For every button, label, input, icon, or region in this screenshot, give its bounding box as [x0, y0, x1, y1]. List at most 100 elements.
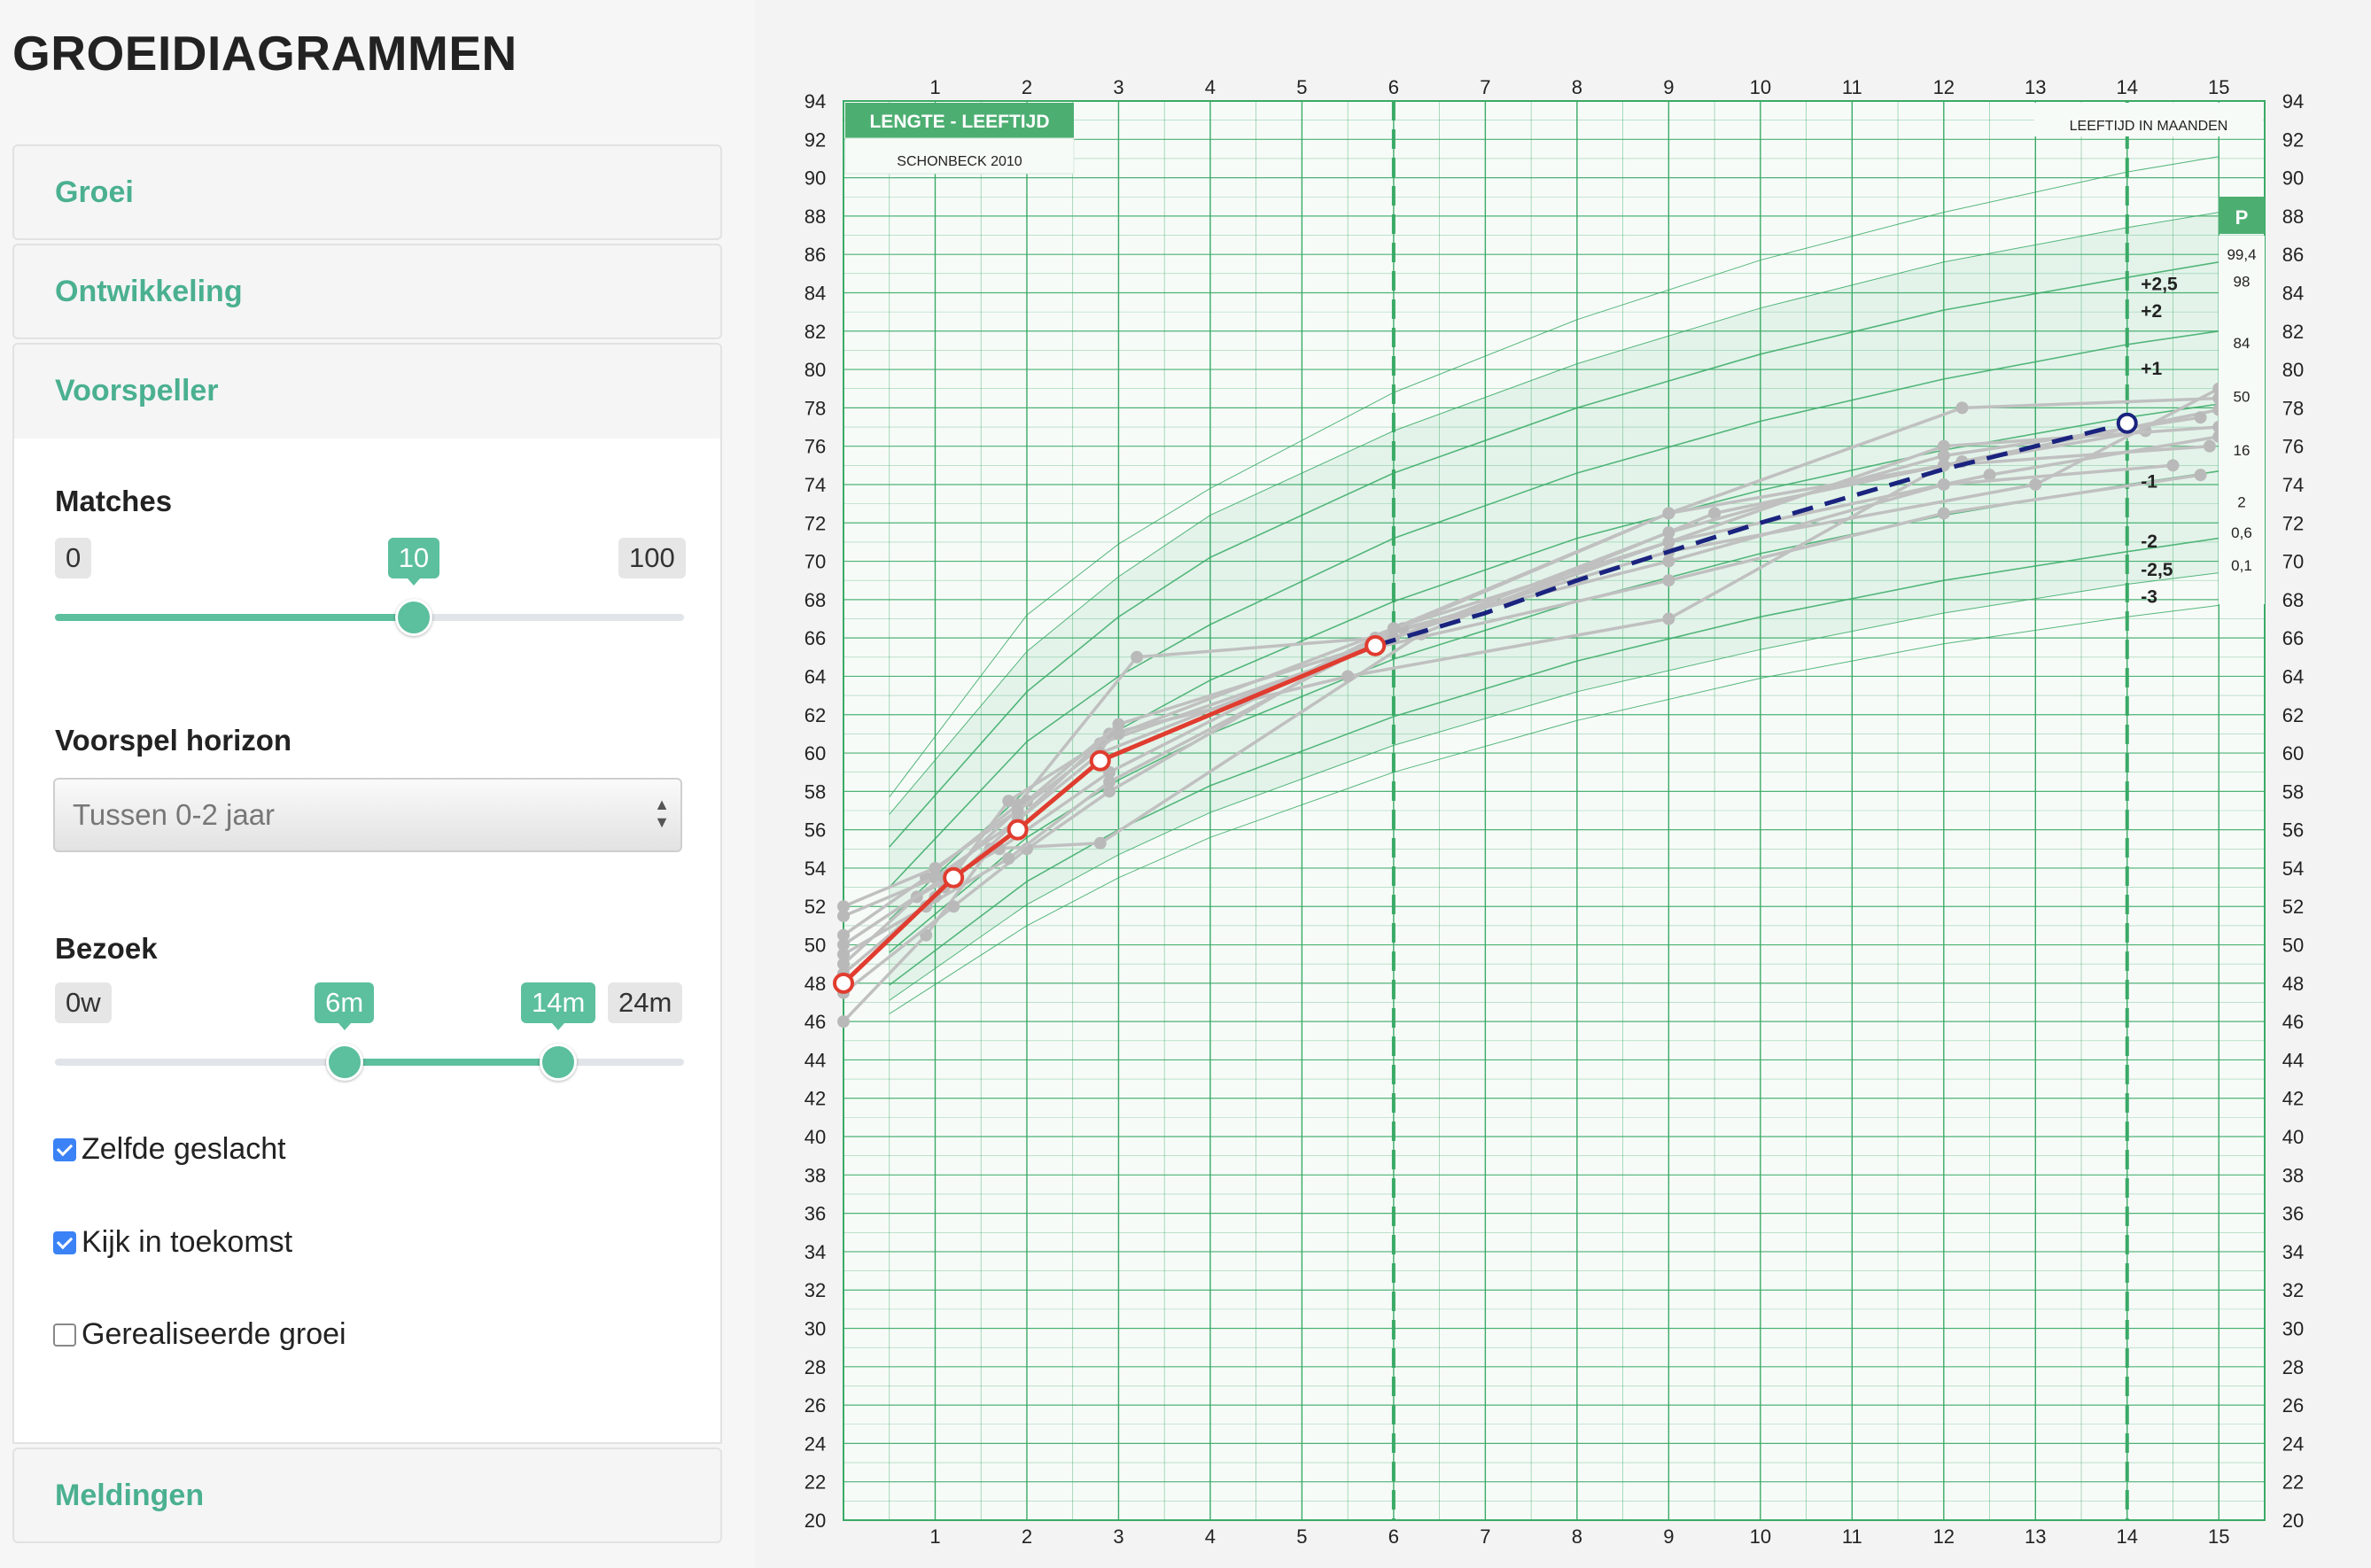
- matched-point: [837, 928, 850, 942]
- percentile-label: 0,1: [2231, 557, 2252, 574]
- y-tick-label-right: 88: [2282, 206, 2304, 228]
- percentile-label: 99,4: [2227, 246, 2256, 263]
- y-tick-label-right: 38: [2282, 1164, 2304, 1186]
- y-tick-label-left: 68: [805, 589, 826, 611]
- x-tick-label-top: 4: [1205, 76, 1216, 98]
- matched-point: [837, 948, 850, 961]
- y-tick-label-left: 90: [805, 167, 826, 190]
- matched-point: [2166, 459, 2180, 472]
- bezoek-low-value-label: 6m: [315, 982, 375, 1030]
- percentile-label: 2: [2237, 493, 2245, 510]
- y-tick-label-right: 78: [2282, 397, 2304, 419]
- sidebar: GROEIDIAGRAMMEN Groei Ontwikkeling Voors…: [0, 0, 755, 1568]
- measured-point: [1007, 819, 1029, 841]
- predicted-point: [2116, 412, 2138, 434]
- checkbox-unchecked-icon[interactable]: [53, 1323, 76, 1347]
- y-tick-label-left: 28: [805, 1356, 826, 1378]
- y-tick-label-left: 40: [805, 1126, 826, 1148]
- reference-curve: [889, 261, 2219, 848]
- matched-point: [1103, 775, 1116, 788]
- bezoek-high-value-label: 14m: [521, 982, 596, 1030]
- checkbox-gerealiseerde-groei[interactable]: Gerealiseerde groei: [53, 1315, 346, 1354]
- matched-curve: [843, 425, 2219, 908]
- chart-subtitle-box: [844, 137, 1075, 175]
- x-tick-label-top: 11: [1842, 76, 1862, 98]
- y-tick-label-left: 46: [805, 1011, 826, 1033]
- y-tick-label-right: 90: [2282, 167, 2304, 190]
- y-tick-label-right: 52: [2282, 896, 2304, 918]
- x-tick-label-bottom: 4: [1205, 1525, 1216, 1548]
- panel-groei[interactable]: Groei: [12, 144, 722, 240]
- percentile-label: 0,6: [2231, 524, 2252, 541]
- matches-slider-handle[interactable]: [394, 599, 432, 636]
- sds-label: -3: [2141, 587, 2157, 608]
- select-arrows-icon: ▲ ▼: [654, 796, 670, 831]
- x-tick-label-top: 10: [1750, 76, 1771, 98]
- panel-voorspeller[interactable]: Voorspeller: [12, 343, 722, 440]
- predicted-line: [1374, 421, 2128, 648]
- percentile-header: P: [2235, 206, 2249, 229]
- y-tick-label-left: 60: [805, 742, 826, 765]
- checkbox-label: Kijk in toekomst: [82, 1225, 293, 1259]
- y-tick-label-right: 50: [2282, 935, 2304, 957]
- y-tick-label-left: 80: [805, 359, 826, 381]
- panel-groei-title[interactable]: Groei: [55, 175, 134, 209]
- y-tick-label-right: 80: [2282, 359, 2304, 381]
- matched-point: [1937, 477, 1950, 491]
- measured-point: [1364, 634, 1387, 656]
- matched-point: [837, 938, 850, 951]
- horizon-select-value: Tussen 0-2 jaar: [73, 798, 276, 831]
- bezoek-label: Bezoek: [55, 932, 158, 965]
- panel-ontwikkeling[interactable]: Ontwikkeling: [12, 244, 722, 339]
- matched-point: [1387, 622, 1400, 635]
- panel-meldingen[interactable]: Meldingen: [12, 1448, 722, 1543]
- bezoek-high-handle[interactable]: [540, 1044, 577, 1081]
- y-tick-label-left: 54: [805, 858, 826, 880]
- panel-meldingen-title[interactable]: Meldingen: [55, 1479, 205, 1512]
- matched-point: [929, 861, 942, 874]
- matched-point: [1662, 612, 1675, 625]
- matched-point: [1937, 507, 1950, 520]
- sds-label: +2: [2141, 301, 2162, 322]
- percentile-label-box: [2219, 236, 2265, 604]
- x-tick-label-top: 2: [1022, 76, 1032, 98]
- x-axis-label: LEEFTIJD IN MAANDEN: [2070, 119, 2228, 134]
- matches-max-label: 100: [618, 538, 686, 578]
- y-tick-label-left: 76: [805, 436, 826, 458]
- matched-point: [1955, 401, 1969, 415]
- percentile-label: 84: [2234, 335, 2251, 352]
- x-tick-label-bottom: 5: [1296, 1525, 1307, 1548]
- bezoek-max-label: 24m: [608, 982, 683, 1023]
- y-tick-label-left: 58: [805, 780, 826, 803]
- x-tick-label-bottom: 7: [1480, 1525, 1490, 1548]
- y-tick-label-right: 44: [2282, 1049, 2304, 1071]
- x-tick-label-top: 14: [2117, 76, 2138, 98]
- y-tick-label-right: 24: [2282, 1432, 2304, 1455]
- y-tick-label-left: 22: [805, 1471, 826, 1494]
- sds-label: +2,5: [2141, 275, 2178, 295]
- matched-point: [1662, 574, 1675, 587]
- horizon-select[interactable]: Tussen 0-2 jaar ▲ ▼: [53, 778, 682, 852]
- bezoek-low-handle[interactable]: [325, 1044, 363, 1081]
- y-tick-label-right: 56: [2282, 819, 2304, 842]
- x-tick-label-top: 3: [1113, 76, 1123, 98]
- matched-point: [2194, 469, 2207, 482]
- y-tick-label-right: 92: [2282, 128, 2304, 151]
- y-tick-label-right: 82: [2282, 321, 2304, 343]
- y-tick-label-left: 30: [805, 1318, 826, 1340]
- checkbox-zelfde-geslacht[interactable]: Zelfde geslacht: [53, 1129, 286, 1168]
- x-tick-label-top: 9: [1663, 76, 1674, 98]
- checkbox-checked-icon[interactable]: [53, 1231, 76, 1254]
- x-tick-label-bottom: 3: [1113, 1525, 1123, 1548]
- sds-label: -2,5: [2141, 560, 2173, 580]
- y-tick-label-left: 26: [805, 1394, 826, 1417]
- y-tick-label-left: 88: [805, 206, 826, 228]
- matched-curve: [842, 387, 2220, 995]
- growth-chart-area: 1 1 2 2 3 3 4 4 5 5 6 6 7 7 8 8 9 9 10 10 11 11 12 12 13 13 14 14 15…: [755, 0, 2371, 1568]
- panel-voorspeller-title[interactable]: Voorspeller: [55, 374, 219, 408]
- checkbox-kijk-in-toekomst[interactable]: Kijk in toekomst: [53, 1223, 292, 1261]
- reference-curve: [889, 537, 2219, 986]
- reference-curve: [889, 572, 2219, 1001]
- panel-ontwikkeling-title[interactable]: Ontwikkeling: [55, 275, 243, 308]
- checkbox-checked-icon[interactable]: [53, 1138, 76, 1161]
